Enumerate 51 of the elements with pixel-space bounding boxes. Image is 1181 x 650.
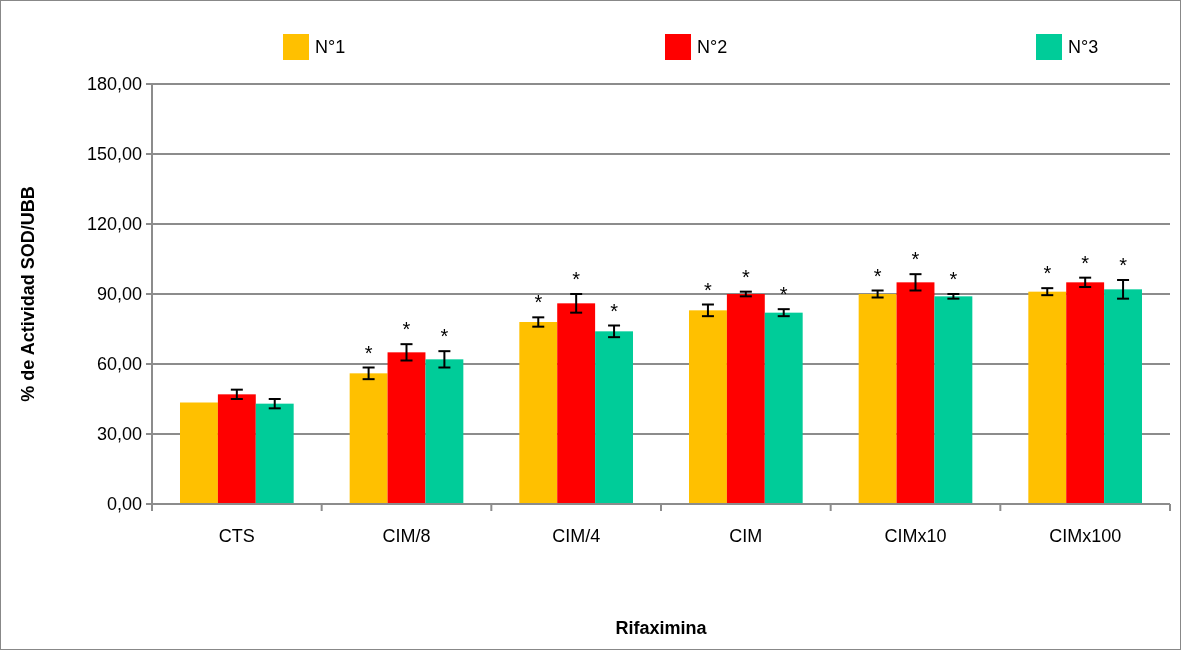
legend-label: N°3 [1068, 37, 1099, 58]
bar [180, 402, 218, 504]
data-label: * [1043, 262, 1052, 285]
y-tick-label: 0,00 [106, 494, 142, 515]
x-tick-label: CIMx100 [1049, 526, 1122, 546]
y-axis-title: % de Actividad SOD/UBB [18, 186, 38, 402]
legend-label: N°2 [697, 37, 728, 58]
bar [689, 310, 727, 504]
bar [557, 303, 596, 504]
data-label: * [572, 268, 581, 290]
bar [595, 331, 634, 504]
data-label: * [911, 248, 920, 271]
y-tick-label: 90,00 [96, 284, 142, 305]
bar [349, 373, 388, 504]
y-tick-label: 60,00 [96, 354, 142, 375]
bar [425, 359, 464, 504]
bar [255, 403, 294, 504]
bar [1104, 289, 1142, 504]
legend-label: N°1 [315, 37, 346, 58]
x-tick-label: CIM/8 [382, 526, 431, 546]
bar [387, 352, 426, 504]
data-label: * [949, 268, 958, 290]
data-label: * [779, 283, 788, 306]
y-tick-label: 30,00 [96, 424, 142, 445]
y-tick-label: 150,00 [86, 144, 142, 165]
data-label: * [704, 278, 713, 301]
y-tick-label: 180,00 [86, 74, 142, 95]
data-label: * [1119, 254, 1128, 276]
data-label: * [440, 325, 449, 348]
x-tick-label: CIM/4 [552, 526, 601, 546]
bar [1028, 291, 1067, 504]
bar [896, 282, 935, 504]
bar [858, 294, 897, 504]
x-tick-label: CIMx10 [884, 526, 947, 546]
x-axis-title: Rifaximina [615, 618, 708, 638]
data-label: * [534, 291, 543, 314]
bar [726, 294, 765, 504]
data-label: * [873, 264, 882, 287]
bar [934, 296, 973, 504]
data-label: * [402, 318, 411, 341]
x-tick-label: CTS [218, 526, 255, 546]
bar [519, 322, 558, 504]
bar [764, 312, 803, 504]
bar [217, 394, 256, 504]
data-label: * [364, 341, 373, 364]
data-label: * [610, 299, 619, 322]
y-tick-label: 120,00 [86, 214, 142, 235]
x-tick-label: CIM [729, 526, 763, 546]
bar [1066, 282, 1105, 504]
data-label: * [741, 265, 750, 288]
data-label: * [1081, 251, 1090, 274]
